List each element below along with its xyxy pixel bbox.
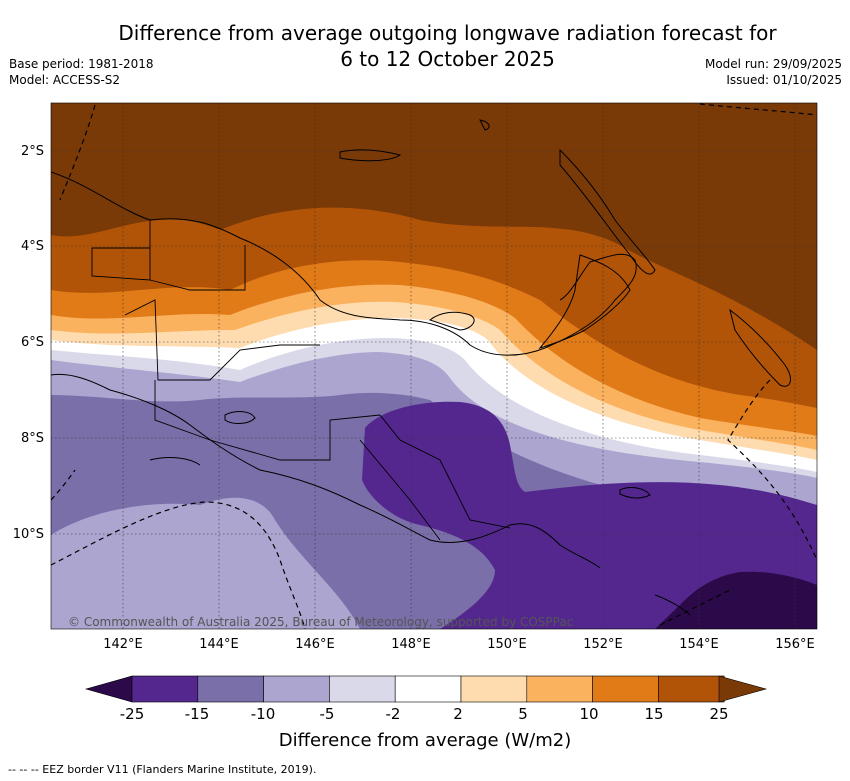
colorbar-extend-min [84, 675, 133, 703]
eez-border-torres [51, 501, 306, 629]
lat-label-8s: 8°S [21, 431, 44, 446]
lon-label-150e: 150°E [487, 637, 527, 652]
colorbar-tick: -15 [184, 705, 210, 723]
chart-title: Difference from average outgoing longwav… [0, 20, 850, 72]
colorbar-swatch [460, 675, 528, 703]
colorbar-tick: 25 [709, 705, 729, 723]
island-louisiade [654, 594, 691, 616]
colorbar-tick: -5 [319, 705, 335, 723]
border-central [379, 414, 511, 529]
colorbar-extend-max [718, 675, 768, 703]
colorbar-swatch [197, 675, 264, 703]
eez-borders [51, 103, 817, 629]
band-minus15-minus25 [362, 401, 817, 629]
island-small-1 [479, 119, 490, 131]
border-gulf [154, 380, 381, 461]
copyright-text: © Commonwealth of Australia 2025, Bureau… [68, 615, 573, 629]
png-south-coast [51, 373, 601, 569]
border-east-sepik [149, 245, 246, 291]
png-north-coast [51, 171, 637, 356]
fly-river-mouth [149, 457, 201, 466]
lat-label-10s: 10°S [13, 527, 44, 542]
lon-label-154e: 154°E [679, 637, 719, 652]
border-sandaun [91, 220, 151, 281]
colorbar-swatch [658, 675, 725, 703]
lon-label-148e: 148°E [391, 637, 431, 652]
colorbar-tick: -10 [250, 705, 276, 723]
colorbar-swatch [592, 675, 659, 703]
colorbar-tick: 10 [579, 705, 599, 723]
island-dentrecasteaux [619, 487, 651, 499]
eez-border-ne [699, 103, 817, 116]
band-sw-lobe [51, 497, 360, 629]
island-karkar [428, 311, 475, 331]
colorbar-swatch [394, 675, 462, 703]
coastlines [51, 119, 791, 616]
border-northern [359, 439, 441, 541]
colorbar-title: Difference from average (W/m2) [278, 730, 572, 751]
meta-right: Model run: 29/09/2025 Issued: 01/10/2025 [705, 56, 842, 88]
island-new-ireland [559, 148, 656, 275]
title-line-1: Difference from average outgoing longwav… [118, 21, 777, 45]
lon-label-144e: 144°E [199, 637, 239, 652]
anomaly-field: © Commonwealth of Australia 2025, Bureau… [51, 103, 817, 629]
lat-label-6s: 6°S [21, 335, 44, 350]
lon-label-152e: 152°E [583, 637, 623, 652]
colorbar-tick: 5 [518, 705, 528, 723]
lon-label-146e: 146°E [295, 637, 335, 652]
colorbar-swatch [329, 675, 396, 703]
band-below-minus25 [655, 571, 817, 629]
colorbar-tick: 2 [453, 705, 463, 723]
lon-label-142e: 142°E [103, 637, 143, 652]
eez-legend-text: -- -- -- EEZ border V11 (Flanders Marine… [8, 763, 317, 776]
island-manus [339, 149, 402, 162]
border-western-highlands [124, 299, 320, 381]
meta-left: Base period: 1981-2018 Model: ACCESS-S2 [9, 56, 154, 88]
colorbar [84, 675, 768, 703]
colorbar-tick: -25 [119, 705, 145, 723]
lon-label-156e: 156°E [775, 637, 815, 652]
base-period: Base period: 1981-2018 [9, 57, 154, 71]
colorbar-swatch [263, 675, 330, 703]
eez-border-west [51, 469, 76, 501]
latitude-labels: 2°S 4°S 6°S 8°S 10°S [13, 144, 44, 542]
title-line-2: 6 to 12 October 2025 [340, 47, 555, 71]
model-run: Model run: 29/09/2025 [704, 57, 842, 71]
colorbar-swatch [131, 675, 199, 703]
colorbar-tick: -2 [385, 705, 401, 723]
island-new-britain [538, 254, 631, 349]
issued-date: Issued: 01/10/2025 [726, 73, 842, 87]
colorbar-swatch [526, 675, 593, 703]
colorbar-tick: 15 [644, 705, 664, 723]
island-bougainville [729, 308, 791, 387]
lat-label-2s: 2°S [21, 144, 44, 159]
eez-border-solomon [727, 379, 817, 561]
lat-label-4s: 4°S [21, 239, 44, 254]
longitude-labels: 142°E 144°E 146°E 148°E 150°E 152°E 154°… [103, 637, 815, 652]
model-name: Model: ACCESS-S2 [9, 73, 121, 87]
province-borders [91, 220, 511, 541]
eez-border-nw [59, 104, 96, 201]
map-frame [50, 102, 818, 630]
lake-murray [224, 411, 256, 424]
